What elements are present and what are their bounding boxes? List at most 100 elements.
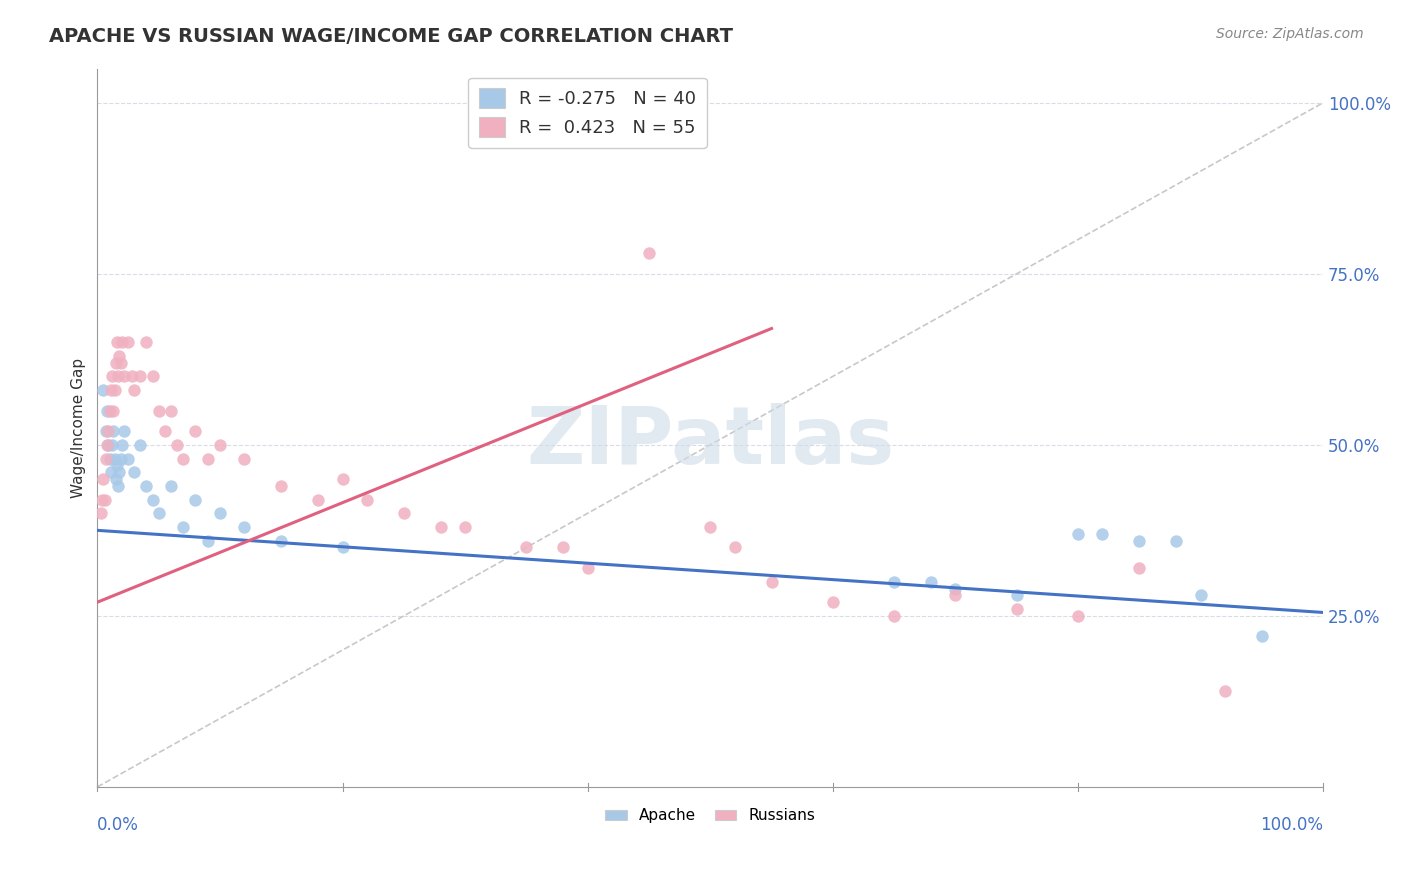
Point xyxy=(208,438,231,452)
Point xyxy=(184,492,207,507)
Point xyxy=(515,541,537,555)
Point xyxy=(920,574,942,589)
Point xyxy=(110,356,132,370)
Point xyxy=(724,541,747,555)
Point xyxy=(761,574,783,589)
Point xyxy=(135,335,157,350)
Point xyxy=(148,506,170,520)
Point xyxy=(1128,561,1150,575)
Point xyxy=(1067,526,1090,541)
Point xyxy=(821,595,844,609)
Point xyxy=(553,541,575,555)
Point xyxy=(108,465,131,479)
Point xyxy=(94,451,117,466)
Point xyxy=(307,492,329,507)
Point xyxy=(105,335,128,350)
Point xyxy=(93,472,115,486)
Point xyxy=(270,479,292,493)
Text: ZIPatlas: ZIPatlas xyxy=(526,403,894,481)
Point xyxy=(104,472,127,486)
Point xyxy=(129,438,152,452)
Point xyxy=(148,403,170,417)
Point xyxy=(883,574,905,589)
Point xyxy=(111,335,134,350)
Point xyxy=(96,403,118,417)
Point xyxy=(699,520,721,534)
Point xyxy=(122,465,145,479)
Point xyxy=(208,506,231,520)
Point xyxy=(101,438,124,452)
Point xyxy=(197,451,219,466)
Point xyxy=(105,458,128,473)
Point xyxy=(93,383,115,397)
Point xyxy=(97,424,120,438)
Point xyxy=(141,492,163,507)
Point xyxy=(392,506,415,520)
Point xyxy=(1213,684,1236,698)
Point xyxy=(356,492,378,507)
Point xyxy=(97,438,120,452)
Point xyxy=(172,451,194,466)
Point xyxy=(332,541,354,555)
Point xyxy=(184,424,207,438)
Text: APACHE VS RUSSIAN WAGE/INCOME GAP CORRELATION CHART: APACHE VS RUSSIAN WAGE/INCOME GAP CORREL… xyxy=(49,27,733,45)
Point xyxy=(112,424,135,438)
Point xyxy=(1128,533,1150,548)
Point xyxy=(332,472,354,486)
Point xyxy=(883,608,905,623)
Point xyxy=(197,533,219,548)
Point xyxy=(107,369,129,384)
Point xyxy=(103,424,125,438)
Point xyxy=(117,451,139,466)
Point xyxy=(945,588,967,602)
Point xyxy=(98,451,121,466)
Point xyxy=(94,424,117,438)
Point xyxy=(100,383,122,397)
Point xyxy=(121,369,143,384)
Point xyxy=(1189,588,1212,602)
Point xyxy=(122,383,145,397)
Point xyxy=(110,451,132,466)
Y-axis label: Wage/Income Gap: Wage/Income Gap xyxy=(72,358,86,498)
Point xyxy=(1250,629,1272,643)
Point xyxy=(638,246,661,260)
Point xyxy=(107,479,129,493)
Point xyxy=(129,369,152,384)
Point xyxy=(141,369,163,384)
Point xyxy=(172,520,194,534)
Point xyxy=(1091,526,1114,541)
Point xyxy=(945,582,967,596)
Point xyxy=(1005,588,1028,602)
Point xyxy=(103,383,125,397)
Point xyxy=(1005,602,1028,616)
Point xyxy=(153,424,176,438)
Point xyxy=(233,520,256,534)
Point xyxy=(90,506,112,520)
Legend: Apache, Russians: Apache, Russians xyxy=(599,802,821,830)
Point xyxy=(112,369,135,384)
Point xyxy=(111,438,134,452)
Point xyxy=(429,520,451,534)
Point xyxy=(98,403,121,417)
Point xyxy=(93,492,115,507)
Point xyxy=(160,479,183,493)
Point xyxy=(454,520,477,534)
Point xyxy=(104,356,127,370)
Point xyxy=(166,438,188,452)
Point xyxy=(160,403,183,417)
Point xyxy=(1164,533,1187,548)
Text: 0.0%: 0.0% xyxy=(97,815,139,834)
Point xyxy=(103,451,125,466)
Point xyxy=(117,335,139,350)
Point xyxy=(233,451,256,466)
Point xyxy=(101,369,124,384)
Point xyxy=(1067,608,1090,623)
Point xyxy=(100,465,122,479)
Text: Source: ZipAtlas.com: Source: ZipAtlas.com xyxy=(1216,27,1364,41)
Point xyxy=(103,403,125,417)
Point xyxy=(576,561,599,575)
Point xyxy=(96,438,118,452)
Point xyxy=(270,533,292,548)
Point xyxy=(135,479,157,493)
Point xyxy=(91,492,114,507)
